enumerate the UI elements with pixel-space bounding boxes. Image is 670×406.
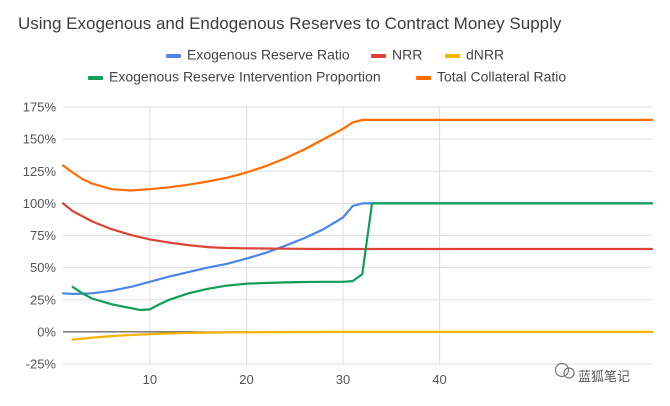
- series-line-total-collateral-ratio: [61, 118, 654, 192]
- legend-label-nrr: NRR: [392, 47, 422, 63]
- x-tick-label: 40: [432, 372, 446, 387]
- legend-swatch-exogenous-reserve-intervention-proportion: [88, 76, 103, 80]
- x-tick-label: 30: [336, 372, 350, 387]
- legend-label-dnrr: dNRR: [466, 47, 504, 63]
- y-tick-label: 100%: [23, 196, 57, 211]
- legend-swatch-total-collateral-ratio: [416, 76, 431, 80]
- series-lines: [61, 118, 654, 341]
- series-line-exogenous-reserve-ratio: [61, 202, 654, 296]
- y-tick-label: 25%: [30, 292, 56, 307]
- y-tick-label: 75%: [30, 228, 56, 243]
- legend-swatch-dnrr: [445, 54, 460, 58]
- series-line-nrr: [61, 202, 654, 251]
- y-tick-label: -25%: [26, 357, 57, 372]
- axes: -25% 0% 25% 50% 75% 100% 125% 150% 175% 10 20 30 40: [23, 100, 652, 387]
- y-tick-label: 150%: [23, 132, 57, 147]
- watermark-logo-icon: [554, 362, 575, 379]
- y-tick-label: 50%: [30, 260, 56, 275]
- chart-title: Using Exogenous and Endogenous Reserves …: [18, 14, 562, 33]
- series-line-dnrr: [71, 330, 654, 341]
- watermark-text: 蓝狐笔记: [578, 369, 630, 385]
- legend: Exogenous Reserve Ratio NRR dNRR Exogenous …: [88, 47, 566, 85]
- legend-label-total-collateral-ratio: Total Collateral Ratio: [437, 69, 566, 85]
- y-tick-label: 175%: [23, 100, 57, 115]
- watermark-circle-icon: [563, 367, 575, 379]
- legend-swatch-exogenous-reserve-ratio: [166, 54, 181, 58]
- x-tick-label: 20: [239, 372, 253, 387]
- grid-lines: [63, 106, 652, 365]
- legend-label-exogenous-reserve-ratio: Exogenous Reserve Ratio: [187, 47, 350, 63]
- x-tick-label: 10: [143, 372, 157, 387]
- y-tick-label: 125%: [23, 164, 57, 179]
- watermark: 蓝狐笔记: [554, 362, 630, 385]
- watermark-circle-icon: [554, 362, 570, 378]
- y-tick-label: 0%: [37, 324, 56, 339]
- series-line-exogenous-reserve-intervention-proportion: [71, 202, 654, 312]
- legend-label-exogenous-reserve-intervention-proportion: Exogenous Reserve Intervention Proportio…: [109, 69, 381, 85]
- legend-swatch-nrr: [371, 54, 386, 58]
